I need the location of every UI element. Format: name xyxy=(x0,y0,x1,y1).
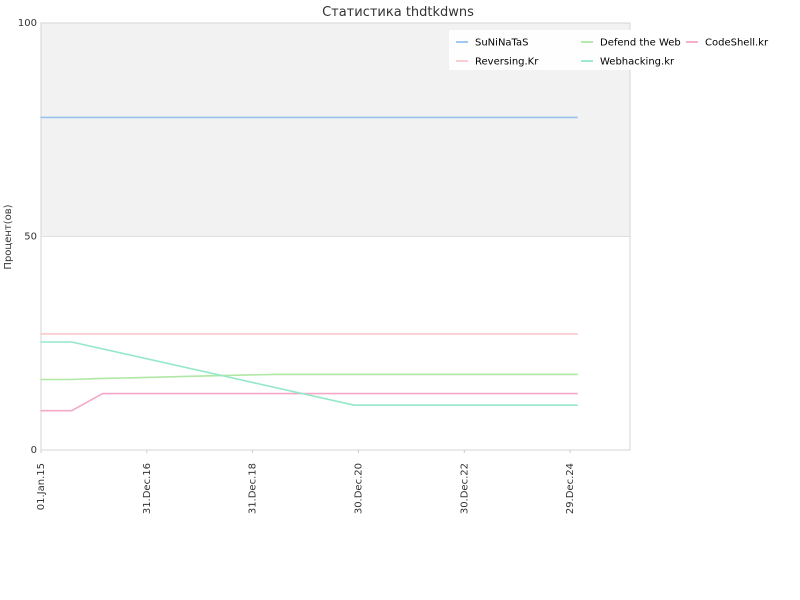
series-point-suninatas xyxy=(40,116,42,119)
x-tick-label: 29.Dec.24 xyxy=(565,463,576,514)
legend-label-codeshell-kr: CodeShell.kr xyxy=(705,38,769,49)
chart-title: Статистика thdtkdwns xyxy=(322,5,474,20)
x-tick-label: 30.Dec.22 xyxy=(459,463,470,514)
series-point-codeshell-kr xyxy=(40,409,42,412)
y-tick-label: 0 xyxy=(31,445,37,456)
legend-label-defend-the-web: Defend the Web xyxy=(600,38,681,49)
plot-area: 0 50 100 01.Jan.15 31.Dec.16 31.Dec.18 30.Dec.… xyxy=(18,18,631,514)
plot-border xyxy=(40,22,631,451)
y-axis-label: Процент(ов) xyxy=(3,204,14,269)
legend: SuNiNaTaS Defend the Web CodeShell.kr Rever… xyxy=(449,30,800,70)
series-point-codeshell-kr xyxy=(576,392,578,395)
series-point-defend-the-web xyxy=(70,378,73,381)
series-line-webhacking-kr xyxy=(41,341,578,407)
series-point-defend-the-web xyxy=(93,377,95,380)
series-point-webhacking-kr xyxy=(40,341,42,343)
series-line-codeshell-kr xyxy=(41,392,578,412)
series-point-codeshell-kr xyxy=(70,409,73,412)
series-point-defend-the-web xyxy=(40,378,42,381)
x-tick-label: 31.Dec.18 xyxy=(248,463,259,514)
series-point-webhacking-kr xyxy=(353,404,356,406)
series-point-reversing-kr xyxy=(576,333,578,335)
y-tick-label: 50 xyxy=(24,232,37,243)
series-point-defend-the-web xyxy=(273,373,276,376)
series-point-defend-the-web xyxy=(576,373,578,376)
x-tick-label: 30.Dec.20 xyxy=(353,463,364,514)
series-point-defend-the-web xyxy=(146,376,148,379)
legend-label-suninatas: SuNiNaTaS xyxy=(475,38,528,49)
series-point-codeshell-kr xyxy=(101,392,104,395)
y-tick-label: 100 xyxy=(18,18,37,29)
series-point-webhacking-kr xyxy=(70,341,73,343)
series-point-defend-the-web xyxy=(199,375,201,377)
x-tick-label: 01.Jan.15 xyxy=(36,463,47,510)
legend-label-reversing-kr: Reversing.Kr xyxy=(475,57,539,68)
x-tick-label: 31.Dec.16 xyxy=(142,463,153,514)
series-point-webhacking-kr xyxy=(576,404,578,406)
legend-label-webhacking-kr: Webhacking.kr xyxy=(600,57,675,68)
series-point-suninatas xyxy=(576,116,578,119)
legend-background xyxy=(449,30,800,70)
series-point-reversing-kr xyxy=(40,333,42,335)
